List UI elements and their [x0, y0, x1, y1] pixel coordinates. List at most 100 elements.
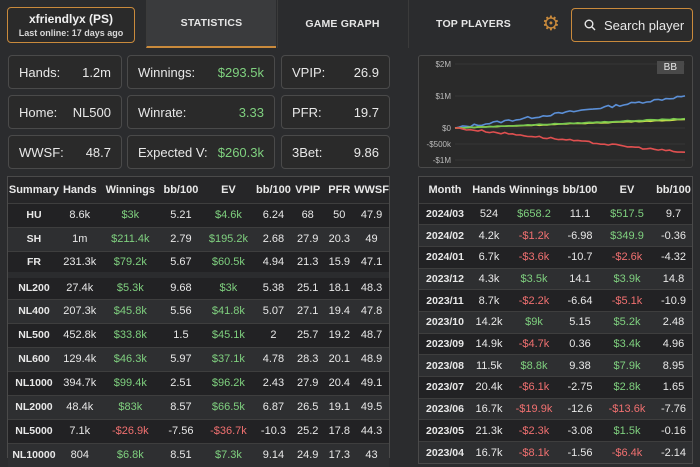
- summary-cell: -$36.7k: [200, 418, 257, 443]
- summary-col-header[interactable]: Winnings: [99, 177, 162, 203]
- monthly-row: 2023/10 14.2k $9k 5.15 $5.2k 2.48: [419, 310, 692, 334]
- summary-cell: 49: [354, 226, 389, 251]
- player-card[interactable]: xfriendlyx (PS) Last online: 17 days ago: [7, 7, 135, 43]
- stat-pfr-value: 19.7: [353, 104, 379, 120]
- stat-hands: Hands: 1.2m: [8, 55, 122, 89]
- monthly-row-label: 2023/09: [419, 332, 471, 355]
- monthly-col-header[interactable]: Winnings: [507, 177, 561, 203]
- summary-cell: 2.51: [161, 370, 201, 395]
- summary-cell: 2: [256, 322, 291, 347]
- monthly-cell: -$5.1k: [599, 289, 655, 312]
- summary-col-header[interactable]: WWSF: [354, 177, 389, 203]
- summary-row: NL5000 7.1k -$26.9k -7.56 -$36.7k -10.3 25.2 17…: [8, 418, 389, 443]
- summary-cell: $45.8k: [99, 298, 162, 323]
- monthly-row: 2023/06 16.7k -$19.9k -12.6 -$13.6k -7.76: [419, 397, 692, 420]
- summary-row-label: NL1000: [8, 370, 60, 395]
- summary-col-header[interactable]: bb/100: [256, 177, 291, 203]
- summary-cell: 27.1: [290, 298, 325, 323]
- player-name: xfriendlyx (PS): [28, 12, 114, 26]
- summary-cell: 49.1: [354, 370, 389, 395]
- stat-winnings-value: $293.5k: [217, 64, 264, 80]
- monthly-cell: 9.38: [561, 354, 599, 377]
- monthly-row: 2023/09 14.9k -$4.7k 0.36 $3.4k 4.96: [419, 332, 692, 355]
- summary-col-header[interactable]: Hands: [59, 177, 100, 203]
- stat-vpip-label: VPIP:: [292, 64, 326, 80]
- summary-col-header[interactable]: VPIP: [290, 177, 325, 203]
- summary-cell: 44.3: [354, 418, 389, 443]
- stat-vpip-value: 26.9: [353, 64, 379, 80]
- monthly-cell: $5.2k: [599, 310, 655, 334]
- search-player-button[interactable]: Search player: [571, 8, 693, 42]
- monthly-row: 2023/05 21.3k -$2.3k -3.08 $1.5k -0.16: [419, 419, 692, 442]
- monthly-cell: $3.5k: [507, 267, 561, 290]
- y-tick-label: -$500k: [427, 140, 452, 149]
- gear-icon[interactable]: ⚙: [542, 13, 560, 35]
- stat-winrate-label: Winrate:: [138, 104, 187, 120]
- summary-row-label: NL10000: [8, 442, 60, 467]
- summary-row-label: SH: [8, 226, 60, 251]
- stat-3bet-value: 9.86: [353, 144, 379, 160]
- tab-statistics[interactable]: STATISTICS: [146, 0, 276, 48]
- monthly-table: Month Hands Winnings bb/100 EV bb/100 2024/03…: [419, 177, 692, 464]
- summary-cell: -$26.9k: [99, 418, 162, 443]
- summary-cell: 19.4: [324, 298, 355, 323]
- monthly-cell: 1.65: [655, 376, 692, 399]
- monthly-row-label: 2024/01: [419, 245, 471, 269]
- stat-winnings-label: Winnings:: [138, 64, 196, 80]
- top-bar: xfriendlyx (PS) Last online: 17 days ago…: [0, 0, 700, 50]
- bb-toggle-badge[interactable]: BB: [656, 61, 684, 74]
- series-line: [454, 126, 686, 153]
- monthly-cell: 14.9k: [471, 332, 507, 355]
- summary-cell: 2.43: [256, 370, 291, 395]
- monthly-row-label: 2024/02: [419, 224, 471, 247]
- stat-hands-label: Hands:: [19, 64, 61, 80]
- summary-cell: 47.9: [354, 202, 389, 227]
- summary-cell: 5.67: [161, 250, 201, 275]
- summary-cell: 48.9: [354, 346, 389, 371]
- summary-cell: 4.94: [256, 250, 291, 275]
- monthly-cell: -7.76: [655, 397, 692, 420]
- summary-cell: $6.8k: [99, 442, 162, 467]
- summary-cell: 48.4k: [59, 394, 100, 419]
- monthly-row: 2023/11 8.7k -$2.2k -6.64 -$5.1k -10.9: [419, 289, 692, 312]
- summary-cell: 804: [59, 442, 100, 467]
- summary-cell: 8.6k: [59, 202, 100, 227]
- summary-row: NL2000 48.4k $83k 8.57 $66.5k 6.87 26.5 19.1 49.…: [8, 394, 389, 419]
- tab-top-players[interactable]: TOP PLAYERS: [408, 0, 538, 48]
- summary-cell: $3k: [99, 202, 162, 227]
- summary-cell: 28.3: [290, 346, 325, 371]
- last-online: Last online: 17 days ago: [18, 28, 124, 38]
- winnings-graph[interactable]: $2M $1M $0 -$500k -$1M BB: [418, 55, 693, 168]
- summary-cell: $211.4k: [99, 226, 162, 251]
- summary-cell: 20.3: [324, 226, 355, 251]
- summary-col-header[interactable]: EV: [200, 177, 257, 203]
- summary-col-header[interactable]: Summary: [8, 177, 60, 203]
- summary-row-label: HU: [8, 202, 60, 227]
- monthly-col-header[interactable]: Hands: [471, 177, 507, 203]
- y-tick-label: $0: [442, 124, 451, 133]
- summary-col-header[interactable]: PFR: [324, 177, 355, 203]
- summary-row-label: NL400: [8, 298, 60, 323]
- monthly-table-panel: Month Hands Winnings bb/100 EV bb/100 2024/03…: [418, 176, 693, 464]
- monthly-cell: -10.7: [561, 245, 599, 269]
- summary-row-label: NL200: [8, 272, 60, 299]
- monthly-cell: 4.3k: [471, 267, 507, 290]
- summary-cell: 20.4: [324, 370, 355, 395]
- summary-row-label: NL600: [8, 346, 60, 371]
- monthly-row-label: 2023/12: [419, 267, 471, 290]
- monthly-col-header[interactable]: bb/100: [655, 177, 692, 203]
- tab-game-graph[interactable]: GAME GRAPH: [277, 0, 407, 48]
- summary-col-header[interactable]: bb/100: [161, 177, 201, 203]
- monthly-header-row: Month Hands Winnings bb/100 EV bb/100: [419, 177, 692, 203]
- monthly-col-header[interactable]: bb/100: [561, 177, 599, 203]
- summary-cell: 8.51: [161, 442, 201, 467]
- monthly-col-header[interactable]: Month: [419, 177, 471, 203]
- summary-cell: $60.5k: [200, 250, 257, 275]
- monthly-cell: -$1.2k: [507, 224, 561, 247]
- search-icon: [584, 19, 596, 31]
- monthly-col-header[interactable]: EV: [599, 177, 655, 203]
- summary-cell: 27.9: [290, 226, 325, 251]
- monthly-cell: $517.5: [599, 202, 655, 225]
- summary-cell: 20.1: [324, 346, 355, 371]
- summary-cell: 6.87: [256, 394, 291, 419]
